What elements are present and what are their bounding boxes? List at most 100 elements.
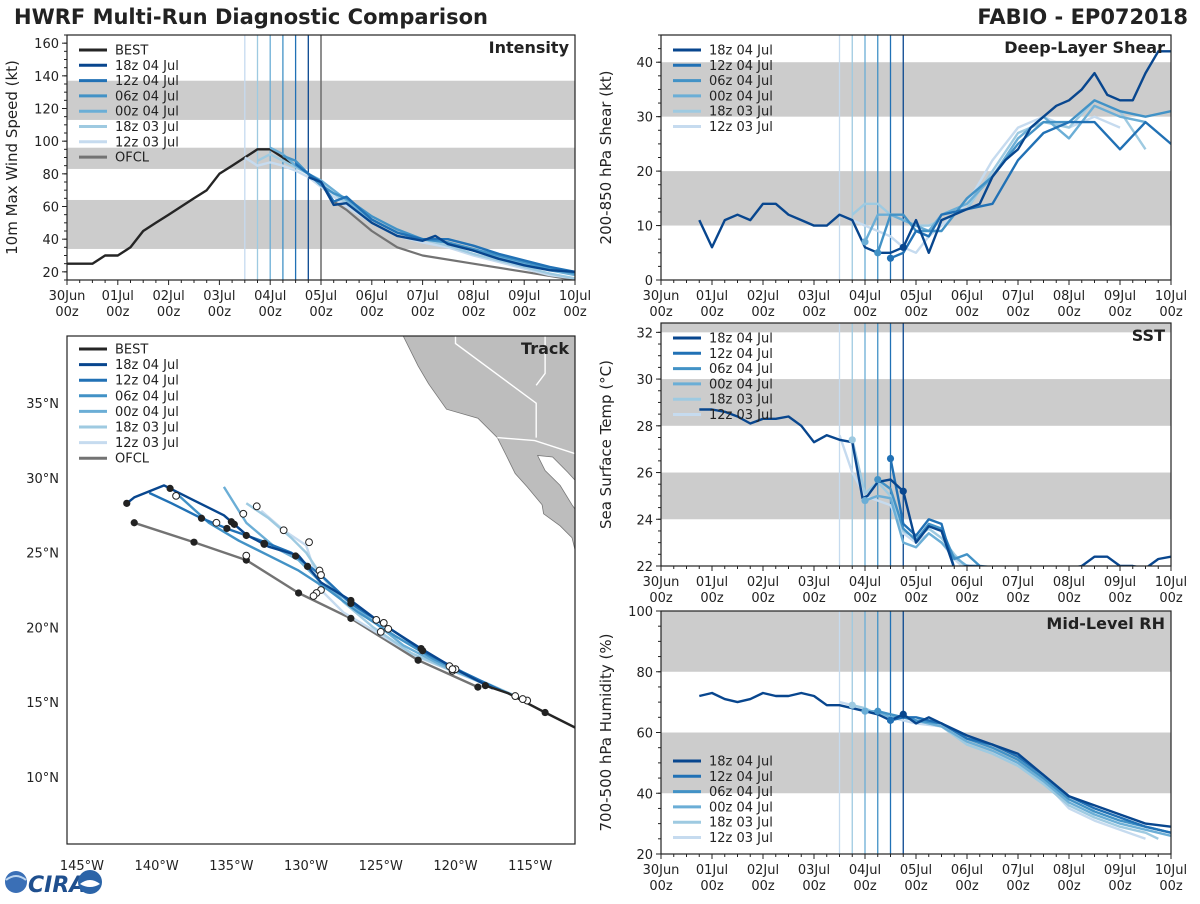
intensity-line-18z-04-jul <box>307 175 575 273</box>
track-panel: 145°W 140°W 135°W 130°W 125°W 120°W 115°W 10°N 1… <box>26 335 576 874</box>
shear-xtick-date: 09Jul <box>1104 289 1136 304</box>
track-dot-12z-04-jul <box>223 524 231 533</box>
rh-xtick-date: 01Jul <box>696 863 728 878</box>
rh-legend-label-18z-04-jul: 18z 04 Jul <box>709 755 773 770</box>
intensity-xtick-date: 30Jun <box>49 289 86 304</box>
intensity-line-best <box>67 148 322 265</box>
shear-xtick-hour: 00z <box>904 305 928 320</box>
shear-marker-18z-04-jul <box>899 243 907 251</box>
track-dot-18z-04-jul <box>417 644 425 653</box>
shear-xtick-date: 06Jul <box>951 289 983 304</box>
track-open-dot-00z-04-jul <box>239 509 248 518</box>
intensity-panel: 2040608010012014016030Jun00z01Jul00z02Ju… <box>3 34 591 320</box>
rh-panel: 2040608010030Jun00z01Jul00z02Jul00z03Jul… <box>597 605 1187 894</box>
shear-xtick-hour: 00z <box>649 305 673 320</box>
track-frame <box>66 335 576 845</box>
intensity-line-12z-03-jul <box>244 156 575 280</box>
track-dot-ofcl <box>474 683 482 691</box>
shear-legend-label-12z-03-jul: 12z 03 Jul <box>709 120 773 135</box>
shear-xtick-date: 04Jul <box>849 289 881 304</box>
rh-ytick-label: 60 <box>636 727 653 742</box>
intensity-legend-label-18z-04-jul: 18z 04 Jul <box>115 59 179 74</box>
sst-xtick-hour: 00z <box>649 591 673 606</box>
track-lat-label: 35°N <box>26 397 59 412</box>
rh-marker-00z-04-jul <box>861 707 869 715</box>
intensity-xtick-hour: 00z <box>563 305 587 320</box>
sst-ytick-label: 28 <box>636 420 653 435</box>
intensity-xtick-hour: 00z <box>513 305 537 320</box>
intensity-xtick-hour: 00z <box>208 305 232 320</box>
sst-ytick-label: 30 <box>636 373 653 388</box>
track-dot-ofcl <box>190 538 198 546</box>
intensity-legend-label-12z-04-jul: 12z 04 Jul <box>115 74 179 89</box>
track-legend-label-18z-03-jul: 18z 03 Jul <box>115 421 179 436</box>
shear-xtick-date: 03Jul <box>798 289 830 304</box>
shear-marker-12z-04-jul <box>886 254 895 262</box>
rh-xtick-date: 04Jul <box>849 863 881 878</box>
shear-xtick-date: 02Jul <box>747 289 779 304</box>
track-title: Track <box>521 339 569 358</box>
sst-ytick-label: 22 <box>636 560 653 575</box>
shear-xtick-date: 05Jul <box>900 289 932 304</box>
sst-marker-18z-03-jul <box>848 436 856 444</box>
track-open-dot-06z-04-jul <box>448 665 457 674</box>
track-open-dot-18z-03-jul <box>379 618 388 627</box>
shear-panel: 01020304030Jun00z01Jul00z02Jul00z03Jul00… <box>597 34 1187 320</box>
shear-line-00z-04-jul <box>863 104 1146 243</box>
sst-ytick-label: 32 <box>636 326 653 341</box>
sst-ytick-label: 24 <box>636 513 653 528</box>
shear-legend-label-18z-03-jul: 18z 03 Jul <box>709 105 773 120</box>
intensity-xtick-hour: 00z <box>462 305 486 320</box>
intensity-xtick-date: 07Jul <box>406 289 438 304</box>
rh-xtick-date: 10Jul <box>1155 863 1187 878</box>
track-lat-label: 10°N <box>26 771 59 786</box>
intensity-xtick-date: 03Jul <box>203 289 235 304</box>
sst-panel: 22242628303230Jun00z01Jul00z02Jul00z03Ju… <box>597 322 1187 606</box>
political-border <box>454 336 537 438</box>
track-lon-label: 115°W <box>508 859 552 874</box>
sst-xtick-hour: 00z <box>853 591 877 606</box>
rh-ylabel: 700-500 hPa Humidity (%) <box>597 633 615 831</box>
intensity-legend-label-12z-03-jul: 12z 03 Jul <box>115 135 179 150</box>
rh-xtick-hour: 00z <box>751 879 775 894</box>
rh-xtick-hour: 00z <box>955 879 979 894</box>
track-legend-label-ofcl: OFCL <box>115 452 150 467</box>
rh-xtick-date: 09Jul <box>1104 863 1136 878</box>
intensity-ytick-label: 100 <box>34 135 59 150</box>
shear-xtick-date: 30Jun <box>643 289 680 304</box>
rh-xtick-hour: 00z <box>1006 879 1030 894</box>
sst-xtick-hour: 00z <box>751 591 775 606</box>
political-border <box>535 336 546 386</box>
shear-legend-label-18z-04-jul: 18z 04 Jul <box>709 44 773 59</box>
track-legend-label-12z-04-jul: 12z 04 Jul <box>115 374 179 389</box>
sst-xtick-date: 05Jul <box>900 575 932 590</box>
cira-globe-swirl-icon <box>5 875 27 881</box>
cira-logo-text: CIRA <box>28 873 86 898</box>
track-legend-label-12z-03-jul: 12z 03 Jul <box>115 436 179 451</box>
track-open-dot-00z-04-jul <box>372 615 381 624</box>
rh-legend-label-06z-04-jul: 06z 04 Jul <box>709 785 773 800</box>
rh-legend-label-12z-03-jul: 12z 03 Jul <box>709 831 773 846</box>
sst-legend-label-00z-04-jul: 00z 04 Jul <box>709 377 773 392</box>
track-lat-label: 20°N <box>26 621 59 636</box>
rh-marker-18z-04-jul <box>899 710 907 718</box>
sst-line-12z-04-jul <box>889 458 987 566</box>
sst-band <box>661 379 1171 426</box>
cira-logo: CIRA <box>5 870 102 898</box>
intensity-xtick-hour: 00z <box>309 305 333 320</box>
shear-legend-label-12z-04-jul: 12z 04 Jul <box>709 59 773 74</box>
rh-xtick-hour: 00z <box>1108 879 1132 894</box>
shear-xtick-date: 07Jul <box>1002 289 1034 304</box>
shear-ytick-label: 20 <box>636 165 653 180</box>
rh-ytick-label: 20 <box>636 848 653 863</box>
shear-title: Deep-Layer Shear <box>1004 38 1165 57</box>
rh-xtick-hour: 00z <box>1159 879 1183 894</box>
intensity-ytick-label: 120 <box>34 103 59 118</box>
sst-xtick-hour: 00z <box>1159 591 1183 606</box>
track-open-dot-06z-04-jul <box>172 491 180 500</box>
track-line-12z-04-jul <box>148 491 501 692</box>
intensity-ylabel: 10m Max Wind Speed (kt) <box>3 60 21 255</box>
shear-xtick-hour: 00z <box>1006 305 1030 320</box>
